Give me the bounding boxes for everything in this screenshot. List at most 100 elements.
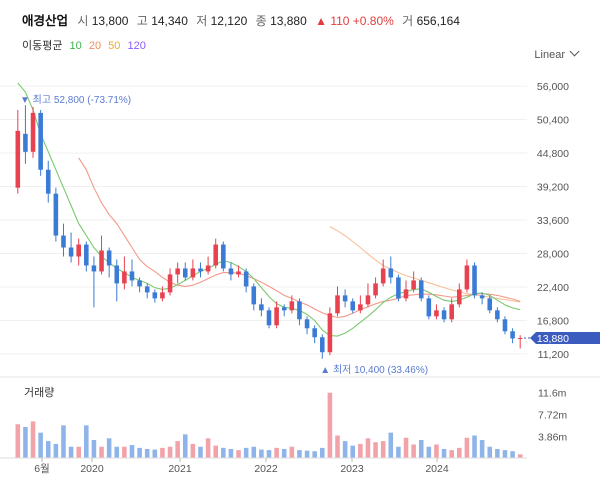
candle-body[interactable] bbox=[274, 307, 279, 326]
y-tick-label: 16,800 bbox=[537, 316, 569, 328]
candle-body[interactable] bbox=[403, 289, 409, 299]
candle-body[interactable] bbox=[68, 247, 74, 257]
candle-body[interactable] bbox=[281, 307, 287, 311]
candle-body[interactable] bbox=[479, 295, 485, 299]
candle-body[interactable] bbox=[320, 337, 325, 353]
candle-body[interactable] bbox=[198, 268, 203, 272]
volume-bar bbox=[259, 449, 264, 458]
candle-body[interactable] bbox=[251, 286, 257, 305]
x-tick-label: 2024 bbox=[425, 463, 449, 475]
candle-body[interactable] bbox=[396, 277, 401, 299]
candle-body[interactable] bbox=[327, 313, 333, 353]
volume-bar bbox=[510, 451, 515, 458]
candle-body[interactable] bbox=[457, 289, 462, 305]
volume-bar bbox=[449, 450, 454, 458]
candle-body[interactable] bbox=[152, 292, 158, 299]
volume-bar bbox=[266, 450, 272, 458]
candle-body[interactable] bbox=[182, 268, 188, 278]
candle-body[interactable] bbox=[266, 310, 272, 326]
candle-body[interactable] bbox=[23, 133, 28, 152]
candle-body[interactable] bbox=[205, 265, 211, 272]
candle-body[interactable] bbox=[243, 271, 249, 287]
candle-body[interactable] bbox=[167, 274, 173, 293]
candle-body[interactable] bbox=[259, 304, 264, 311]
ma-legend-title: 이동평균 bbox=[22, 40, 63, 52]
low-label: 저 bbox=[196, 14, 208, 28]
candle-body[interactable] bbox=[76, 244, 81, 257]
candle-body[interactable] bbox=[53, 193, 59, 236]
candle-body[interactable] bbox=[449, 304, 454, 320]
candle-body[interactable] bbox=[312, 328, 317, 338]
volume-bar bbox=[403, 437, 409, 458]
candle-body[interactable] bbox=[38, 112, 43, 170]
candle-body[interactable] bbox=[297, 301, 302, 320]
candle-body[interactable] bbox=[15, 130, 21, 188]
volume-bar bbox=[198, 446, 203, 458]
candle-body[interactable] bbox=[441, 310, 447, 320]
candle-body[interactable] bbox=[418, 280, 424, 299]
ma10-line bbox=[17, 82, 521, 337]
y-tick-label: 33,600 bbox=[537, 215, 569, 227]
candle-body[interactable] bbox=[122, 271, 127, 284]
candle-body[interactable] bbox=[61, 235, 66, 248]
candle-body[interactable] bbox=[304, 319, 310, 329]
candle-body[interactable] bbox=[228, 268, 234, 275]
candle-body[interactable] bbox=[114, 265, 120, 284]
y-tick-label: 56,000 bbox=[537, 81, 569, 93]
candle-body[interactable] bbox=[510, 331, 515, 339]
candle-body[interactable] bbox=[236, 271, 241, 275]
candle-body[interactable] bbox=[137, 280, 142, 287]
volume-bar bbox=[396, 446, 401, 458]
candle-body[interactable] bbox=[502, 319, 508, 332]
scale-selector[interactable]: Linear bbox=[534, 46, 580, 61]
candle-body[interactable] bbox=[335, 295, 340, 314]
candle-body[interactable] bbox=[472, 265, 477, 296]
candle-body[interactable] bbox=[380, 268, 386, 284]
candle-body[interactable] bbox=[129, 271, 135, 281]
candle-body[interactable] bbox=[84, 244, 89, 266]
ma20-line bbox=[78, 157, 521, 319]
moving-average-legend[interactable]: 이동평균 10 20 50 120 bbox=[22, 37, 146, 53]
volume-bar bbox=[221, 447, 226, 458]
volume-bar bbox=[99, 446, 104, 458]
candle-body[interactable] bbox=[30, 112, 36, 152]
change-value: ▲ 110 +0.80% bbox=[315, 14, 394, 28]
candle-body[interactable] bbox=[190, 268, 196, 278]
candle-body[interactable] bbox=[213, 244, 218, 266]
ma-20-label: 20 bbox=[88, 40, 102, 52]
volume-bar bbox=[137, 447, 142, 458]
volume-bar bbox=[464, 437, 470, 458]
candle-body[interactable] bbox=[365, 295, 371, 305]
candle-body[interactable] bbox=[106, 250, 112, 266]
volume-bar bbox=[53, 443, 59, 458]
candle-body[interactable] bbox=[289, 301, 295, 311]
candle-body[interactable] bbox=[342, 295, 348, 302]
ma-120-label: 120 bbox=[127, 40, 146, 52]
volume-tick-label: 11.6m bbox=[538, 388, 567, 400]
candle-body[interactable] bbox=[99, 250, 104, 272]
candle-body[interactable] bbox=[175, 268, 180, 275]
volume-bar bbox=[106, 438, 112, 458]
stock-header: 애경산업 시 13,800 고 14,340 저 12,120 종 13,880… bbox=[22, 10, 465, 29]
candle-body[interactable] bbox=[464, 265, 470, 290]
candle-body[interactable] bbox=[434, 310, 439, 317]
candle-body[interactable] bbox=[91, 265, 97, 272]
candle-body[interactable] bbox=[495, 310, 500, 320]
candle-body[interactable] bbox=[426, 298, 432, 317]
candle-body[interactable] bbox=[221, 244, 226, 269]
volume-bar bbox=[243, 447, 249, 458]
candle-body[interactable] bbox=[487, 298, 493, 311]
candle-body[interactable] bbox=[411, 280, 416, 290]
candle-body[interactable] bbox=[517, 337, 523, 339]
candle-body[interactable] bbox=[160, 292, 165, 299]
volume-bar bbox=[479, 439, 485, 458]
candle-body[interactable] bbox=[350, 301, 356, 311]
candle-body[interactable] bbox=[358, 304, 363, 311]
candle-body[interactable] bbox=[388, 268, 394, 278]
volume-bar bbox=[365, 438, 371, 458]
candle-body[interactable] bbox=[373, 283, 378, 296]
candle-body[interactable] bbox=[144, 286, 150, 293]
volume-bar bbox=[487, 446, 493, 458]
candle-body[interactable] bbox=[45, 169, 51, 194]
